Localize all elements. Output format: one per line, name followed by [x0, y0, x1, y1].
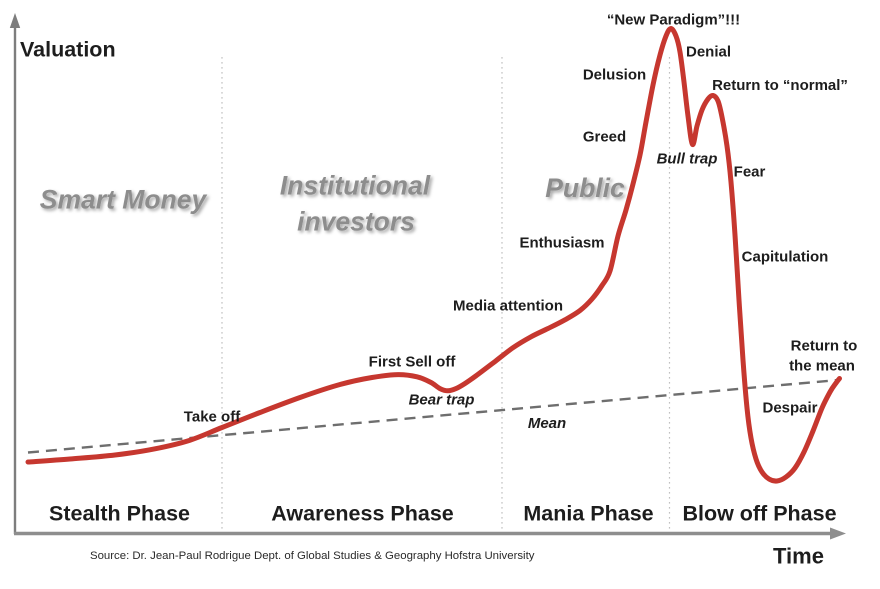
- svg-text:Return to “normal”: Return to “normal”: [712, 77, 848, 94]
- svg-text:Smart Money: Smart Money: [40, 185, 208, 215]
- svg-text:Despair: Despair: [762, 400, 817, 417]
- svg-text:“New Paradigm”!!!: “New Paradigm”!!!: [607, 12, 740, 29]
- svg-text:Delusion: Delusion: [583, 67, 646, 84]
- svg-text:Valuation: Valuation: [20, 38, 116, 62]
- svg-text:Public: Public: [545, 173, 625, 203]
- svg-text:Blow off Phase: Blow off Phase: [682, 502, 836, 526]
- svg-text:investors: investors: [297, 207, 415, 237]
- svg-text:the mean: the mean: [789, 358, 855, 375]
- svg-text:First Sell off: First Sell off: [369, 354, 457, 371]
- svg-text:Fear: Fear: [734, 164, 766, 181]
- svg-text:Stealth Phase: Stealth Phase: [49, 502, 190, 526]
- svg-text:Awareness Phase: Awareness Phase: [271, 502, 454, 526]
- svg-text:Denial: Denial: [686, 44, 731, 61]
- svg-text:Greed: Greed: [583, 129, 626, 146]
- svg-text:Time: Time: [773, 544, 824, 569]
- svg-text:Capitulation: Capitulation: [742, 249, 829, 266]
- svg-text:Take off: Take off: [184, 409, 241, 426]
- svg-text:Media attention: Media attention: [453, 298, 563, 315]
- svg-text:Mania Phase: Mania Phase: [523, 502, 653, 526]
- svg-text:Bull trap: Bull trap: [657, 151, 718, 168]
- svg-text:Return to: Return to: [791, 338, 858, 355]
- svg-text:Enthusiasm: Enthusiasm: [519, 235, 604, 252]
- svg-text:Bear trap: Bear trap: [409, 392, 475, 409]
- svg-text:Institutional: Institutional: [280, 171, 431, 201]
- svg-text:Source: Dr. Jean-Paul Rodrigue: Source: Dr. Jean-Paul Rodrigue Dept. of …: [90, 550, 535, 562]
- svg-text:Mean: Mean: [528, 415, 566, 432]
